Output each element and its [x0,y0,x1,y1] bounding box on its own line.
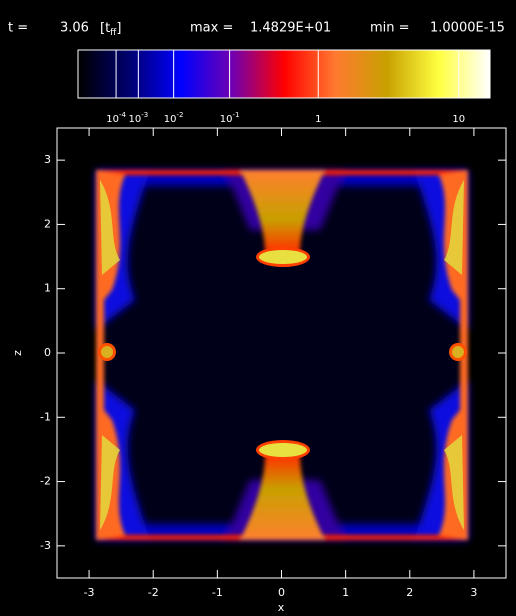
tick-base: 10 [220,114,233,125]
colorbar-tick-label: 1 [315,114,321,125]
x-tick-label: -1 [212,586,223,599]
y-tick-label: 2 [44,217,51,230]
time-unit: [tff] [100,21,121,38]
unit-sub: ff [110,28,117,38]
x-tick-label: -3 [84,586,95,599]
y-tick-label: -3 [40,539,51,552]
unit-open: [t [100,21,110,36]
tick-exponent: -4 [119,111,127,119]
x-axis-label: x [278,601,285,614]
y-tick-label: 3 [44,153,51,166]
colorbar-tick-label: 10-1 [220,111,240,125]
min-value: 1.0000E-15 [430,21,505,36]
colorbar-tick-label: 10-3 [128,111,148,125]
tick-exponent: -2 [177,111,184,119]
y-tick-label: -1 [40,410,51,423]
tick-base: 10 [106,114,119,125]
min-label: min = [370,21,410,36]
tick-base: 10 [128,114,141,125]
x-tick-label: 2 [406,586,413,599]
unit-close: ] [116,21,121,36]
colorbar-tick-label: 10-4 [106,111,126,125]
y-axis-label: z [11,350,24,356]
x-tick-label: -2 [148,586,159,599]
colorbar-tick-label: 10-2 [164,111,184,125]
x-tick-label: 1 [342,586,349,599]
density-field [96,170,468,540]
time-value: 3.06 [60,21,89,36]
colorbar-tick-label: 10 [452,114,465,125]
x-tick-label: 3 [470,586,477,599]
tick-exponent: -3 [141,111,148,119]
y-tick-label: 0 [44,346,51,359]
max-label: max = [190,21,233,36]
time-label: t = [8,21,28,36]
tick-base: 10 [164,114,177,125]
colorbar [77,49,491,99]
max-value: 1.4829E+01 [250,21,331,36]
x-tick-label: 0 [278,586,285,599]
y-tick-label: -2 [40,475,51,488]
y-tick-label: 1 [44,282,51,295]
tick-exponent: -1 [232,111,239,119]
